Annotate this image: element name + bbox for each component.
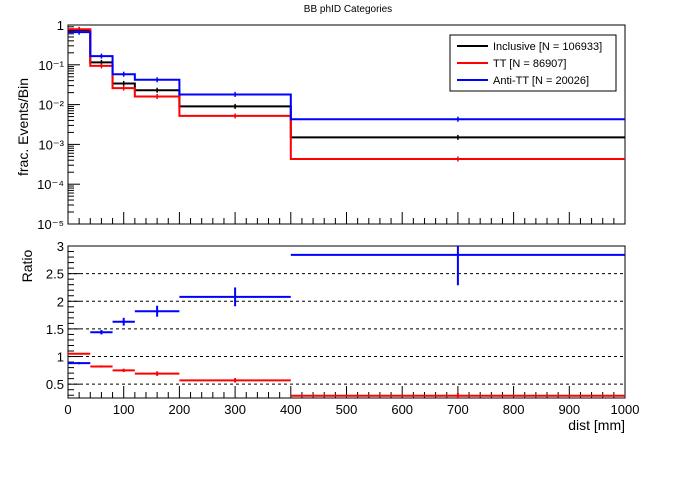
x-tick-label: 0 <box>64 402 71 417</box>
bottom-y-tick-label: 3 <box>57 239 64 254</box>
x-axis-label: dist [mm] <box>568 417 625 433</box>
top-y-tick-label: 10⁻⁴ <box>37 177 64 192</box>
x-tick-label: 600 <box>391 402 413 417</box>
bottom-panel: 0.5 1 1.5 2 2.5 3 0 100 200 300 400 500 600 700 800 90… <box>19 239 639 433</box>
x-tick-label: 800 <box>503 402 525 417</box>
bottom-plot-frame <box>67 245 626 399</box>
bottom-y-axis-label: Ratio <box>19 249 35 282</box>
top-panel: 10⁻⁵ 10⁻⁴ 10⁻³ 10⁻² 10⁻¹ 1 frac. Events/Bin I… <box>15 18 626 232</box>
x-tick-label: 300 <box>224 402 246 417</box>
x-tick-label: 500 <box>336 402 358 417</box>
legend-label-inclusive: Inclusive [N = 106933] <box>493 41 602 53</box>
bottom-x-axis: 0 100 200 300 400 500 600 700 800 900 1000 <box>64 386 639 417</box>
chart-title: BB phID Categories <box>304 4 392 15</box>
ratio-series <box>68 246 625 398</box>
x-tick-label: 400 <box>280 402 302 417</box>
x-tick-label: 700 <box>447 402 469 417</box>
top-series <box>68 26 625 162</box>
x-tick-label: 900 <box>558 402 580 417</box>
legend-label-tt: TT [N = 86907] <box>493 58 566 70</box>
legend: Inclusive [N = 106933] TT [N = 86907] An… <box>449 34 617 92</box>
histogram-line-series-1 <box>68 28 625 160</box>
top-y-tick-label: 10⁻⁵ <box>37 217 64 232</box>
top-y-tick-label: 1 <box>57 18 64 33</box>
x-tick-label: 1000 <box>611 402 640 417</box>
bottom-y-tick-label: 2.5 <box>46 267 64 282</box>
x-tick-label: 100 <box>113 402 135 417</box>
x-tick-label: 200 <box>169 402 191 417</box>
bottom-y-tick-label: 1.5 <box>46 322 64 337</box>
legend-label-anti-tt: Anti-TT [N = 20026] <box>493 75 589 87</box>
bottom-y-axis: 0.5 1 1.5 2 2.5 3 <box>46 239 80 396</box>
bottom-y-tick-label: 0.5 <box>46 377 64 392</box>
bottom-y-tick-label: 2 <box>57 294 64 309</box>
top-y-tick-label: 10⁻¹ <box>38 58 64 73</box>
histogram-line-series-2 <box>68 31 625 121</box>
top-y-tick-label: 10⁻² <box>38 98 64 113</box>
ratio-grid <box>68 273 625 385</box>
bottom-y-tick-label: 1 <box>57 350 64 365</box>
top-y-tick-label: 10⁻³ <box>38 137 64 152</box>
top-x-ticks <box>67 212 626 224</box>
top-y-axis: 10⁻⁵ 10⁻⁴ 10⁻³ 10⁻² 10⁻¹ 1 <box>37 18 80 232</box>
top-y-axis-label: frac. Events/Bin <box>15 78 31 176</box>
